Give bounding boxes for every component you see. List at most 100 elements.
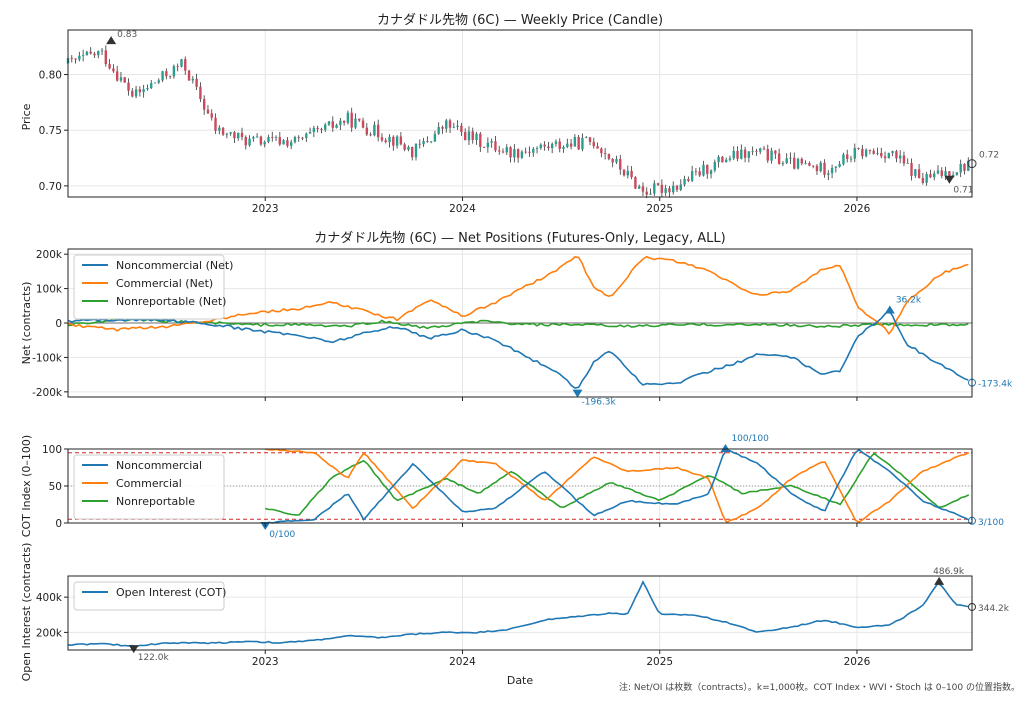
price-candle-body xyxy=(637,186,641,189)
price-candle-body xyxy=(914,169,917,176)
price-candle-body xyxy=(350,112,353,128)
price-candle-body xyxy=(751,151,754,152)
price-candle-body xyxy=(407,146,410,150)
net-y-axis-label: Net (contracts) xyxy=(20,282,33,365)
price-candle-body xyxy=(906,163,909,164)
price-x-tick-label: 2025 xyxy=(646,203,673,215)
price-candle-body xyxy=(475,133,478,140)
price-candle-body xyxy=(679,184,682,190)
price-candle-body xyxy=(747,151,751,158)
price-candle-body xyxy=(191,78,195,81)
price-candle-body xyxy=(358,118,361,121)
price-candle-body xyxy=(948,171,951,178)
price-y-tick-label: 0.80 xyxy=(39,70,62,82)
price-candle-body xyxy=(395,136,399,146)
price-candle-body xyxy=(505,147,508,153)
price-candle-body xyxy=(573,136,577,147)
price-candle-body xyxy=(361,120,365,128)
price-candle-body xyxy=(452,126,456,128)
price-candle-body xyxy=(142,89,145,93)
price-min-label: 0.71 xyxy=(953,186,973,196)
price-candle-body xyxy=(872,150,875,154)
cot-max-marker xyxy=(720,444,731,452)
price-x-tick-label: 2026 xyxy=(844,203,871,215)
price-candle-body xyxy=(218,127,221,131)
price-candle-body xyxy=(944,171,947,176)
price-x-tick-label: 2024 xyxy=(449,203,476,215)
price-candle-body xyxy=(630,170,633,178)
price-candle-body xyxy=(532,148,535,153)
price-candle-body xyxy=(134,89,138,97)
price-y-axis-label: Price xyxy=(20,103,33,130)
cot-min-label: 0/100 xyxy=(269,530,295,540)
price-candle-body xyxy=(853,147,856,159)
price-candle-body xyxy=(876,152,879,154)
price-candle-body xyxy=(615,158,618,163)
price-candle-body xyxy=(354,118,357,128)
price-candle-body xyxy=(898,155,902,159)
price-candle-body xyxy=(603,153,607,154)
price-candle-body xyxy=(138,89,142,93)
price-candle-body xyxy=(486,142,490,148)
price-chart-title: カナダドル先物 (6C) — Weekly Price (Candle) xyxy=(377,13,663,28)
price-candle-body xyxy=(585,137,588,139)
price-candle-body xyxy=(713,162,717,171)
price-candle-body xyxy=(327,121,331,125)
price-candle-body xyxy=(494,141,497,151)
price-candle-body xyxy=(846,154,849,159)
price-candle-body xyxy=(694,171,698,173)
price-candle-body xyxy=(808,163,811,166)
price-candle-body xyxy=(588,137,592,142)
price-candle-body xyxy=(365,127,369,135)
price-candle-body xyxy=(153,82,157,84)
price-candle-body xyxy=(324,124,327,130)
price-candle-body xyxy=(766,149,769,161)
price-candle-body xyxy=(785,158,788,164)
net-min-marker xyxy=(572,389,583,398)
price-candle-body xyxy=(566,143,569,147)
price-candle-body xyxy=(857,147,860,149)
price-candle-body xyxy=(131,90,134,97)
price-candle-body xyxy=(237,132,240,139)
price-candle-body xyxy=(607,153,611,159)
price-candle-body xyxy=(127,82,130,91)
price-candle-body xyxy=(282,140,285,145)
price-candle-body xyxy=(550,143,554,149)
price-candle-body xyxy=(244,136,247,146)
price-candle-body xyxy=(796,158,800,169)
price-candle-body xyxy=(547,146,550,149)
cot-y-tick-label: 0 xyxy=(55,518,62,530)
price-candle-body xyxy=(229,132,232,134)
price-candle-body xyxy=(838,164,841,167)
cot-legend-label: Commercial xyxy=(116,477,182,490)
price-plot-area xyxy=(68,30,972,197)
price-candle-body xyxy=(600,148,603,154)
price-candle-body xyxy=(81,55,85,56)
price-candle-body xyxy=(683,178,686,185)
price-candle-body xyxy=(221,127,225,135)
price-candle-body xyxy=(800,158,804,164)
price-candle-body xyxy=(346,112,350,123)
price-candle-body xyxy=(645,191,648,195)
cot-y-tick-label: 100 xyxy=(42,444,62,456)
price-candle-body xyxy=(690,171,694,181)
net-max-marker xyxy=(884,305,895,314)
price-candle-body xyxy=(868,149,872,151)
cot-legend-label: Noncommercial xyxy=(116,459,202,472)
price-candle-body xyxy=(414,143,418,158)
price-candle-body xyxy=(70,58,73,60)
price-candle-body xyxy=(770,150,773,161)
price-candle-body xyxy=(622,169,626,176)
price-candle-body xyxy=(456,125,459,127)
oi-last-label: 344.2k xyxy=(978,604,1010,614)
cot-max-label: 100/100 xyxy=(731,434,769,444)
net-series-line-nonreportable xyxy=(67,317,969,330)
price-candle-body xyxy=(581,137,584,150)
price-candle-body xyxy=(728,158,732,160)
price-candle-body xyxy=(910,163,913,176)
price-candle-body xyxy=(467,131,471,141)
price-candle-body xyxy=(123,77,126,83)
price-candle-body xyxy=(724,159,728,163)
price-candle-body xyxy=(762,148,766,150)
price-candle-body xyxy=(312,127,316,133)
